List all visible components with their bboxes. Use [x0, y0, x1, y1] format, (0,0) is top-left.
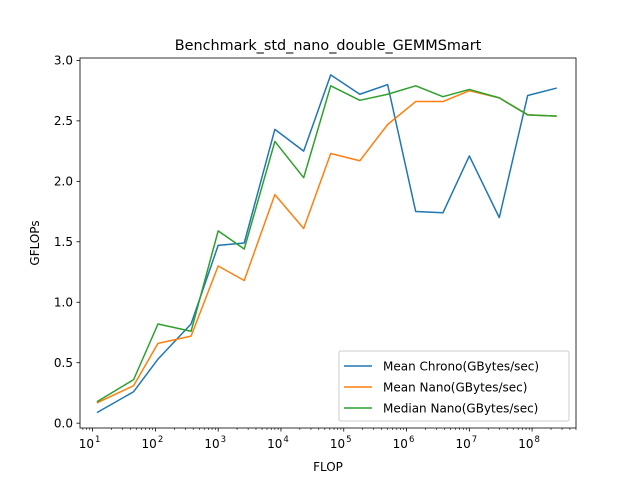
legend: Mean Chrono(GBytes/sec) Mean Nano(GBytes/…	[338, 350, 570, 422]
plot-lines	[96, 74, 557, 414]
y-tick-label: 0.5	[54, 356, 73, 370]
y-axis: 0.0 0.5 1.0 1.5 2.0 2.5 3.0	[54, 54, 80, 430]
y-axis-label: GFLOPs	[28, 220, 42, 265]
legend-entry-1: Mean Nano(GBytes/sec)	[383, 381, 527, 395]
y-tick-label: 1.5	[54, 235, 73, 249]
series-line-2	[96, 85, 557, 403]
plot-frame	[79, 57, 577, 429]
chart-title: Benchmark_std_nano_double_GEMMSmart	[175, 38, 482, 54]
y-tick-label: 3.0	[54, 54, 73, 68]
y-tick-label: 2.0	[54, 175, 73, 189]
x-axis-label: FLOP	[313, 460, 343, 474]
legend-box	[338, 350, 570, 422]
x-axis-minor-ticks	[82, 428, 577, 430]
series-line-0	[96, 74, 557, 414]
y-tick-label: 1.0	[54, 296, 73, 310]
legend-entry-2: Median Nano(GBytes/sec)	[383, 402, 538, 416]
y-tick-label: 2.5	[54, 114, 73, 128]
legend-entry-0: Mean Chrono(GBytes/sec)	[383, 360, 539, 374]
y-tick-label: 0.0	[54, 416, 73, 430]
series-line-1	[96, 89, 557, 404]
